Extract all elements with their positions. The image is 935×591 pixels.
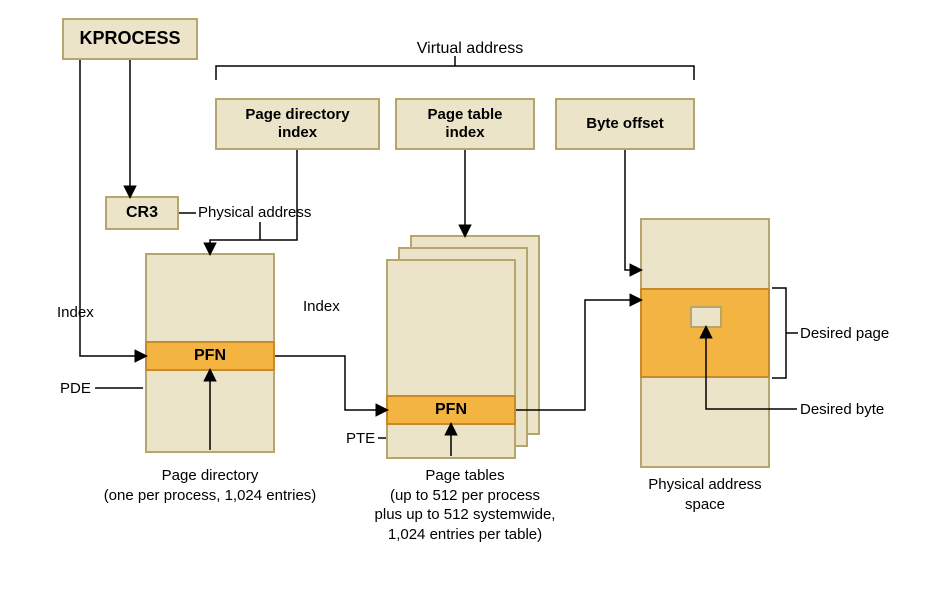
index-label-right: Index (303, 298, 340, 315)
physical-address-label: Physical address (198, 204, 311, 221)
pfn-label-1: PFN (194, 346, 226, 365)
cr3-label: CR3 (126, 203, 158, 222)
pte-label: PTE (346, 430, 375, 447)
desired-page-label: Desired page (800, 325, 889, 342)
physical-space-caption: Physical address space (610, 475, 800, 514)
kprocess-label: KPROCESS (79, 28, 180, 50)
pde-label: PDE (60, 380, 91, 397)
pdi-label: Page directory index (245, 106, 349, 142)
page-table-front (386, 259, 516, 459)
byte-offset-label: Byte offset (586, 115, 664, 133)
pti-label: Page table index (427, 106, 502, 142)
diagram-stage: KPROCESS Virtual address Page directory … (0, 0, 935, 591)
desired-byte-rect (690, 306, 722, 328)
kprocess-box: KPROCESS (62, 18, 198, 60)
desired-page-highlight (640, 288, 770, 378)
page-table-index-box: Page table index (395, 98, 535, 150)
cr3-box: CR3 (105, 196, 179, 230)
desired-byte-label: Desired byte (800, 401, 884, 418)
page-directory-caption: Page directory (one per process, 1,024 e… (70, 466, 350, 505)
byte-offset-box: Byte offset (555, 98, 695, 150)
page-directory-index-box: Page directory index (215, 98, 380, 150)
page-table-pfn: PFN (386, 395, 516, 425)
virtual-address-label: Virtual address (290, 40, 650, 58)
page-tables-caption: Page tables (up to 512 per process plus … (330, 466, 600, 544)
pfn-label-2: PFN (435, 400, 467, 419)
page-directory-pfn: PFN (145, 341, 275, 371)
index-label-left: Index (57, 304, 94, 321)
